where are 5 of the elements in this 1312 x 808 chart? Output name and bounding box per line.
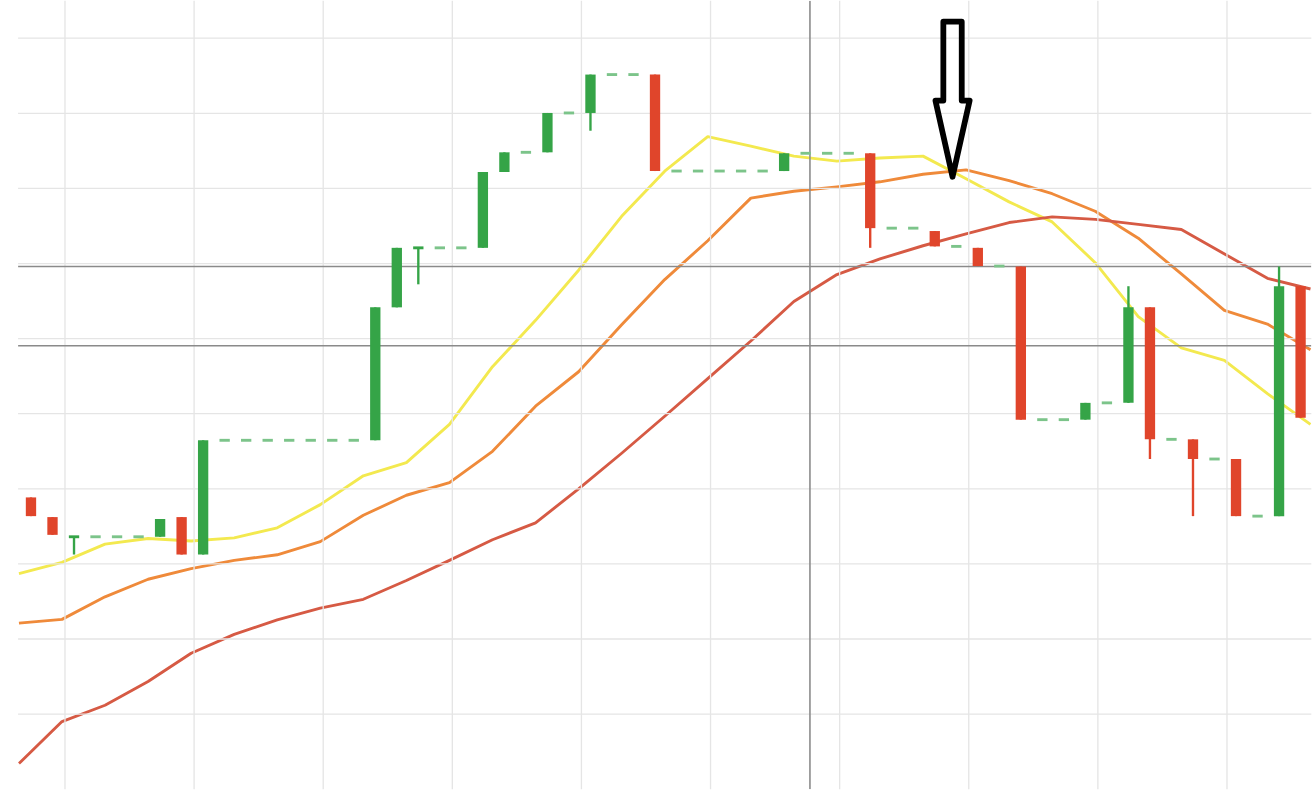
candlestick	[413, 246, 424, 286]
candlestick	[542, 112, 553, 154]
candlestick	[585, 73, 596, 133]
candlestick	[176, 516, 187, 557]
candlestick	[1187, 438, 1199, 518]
